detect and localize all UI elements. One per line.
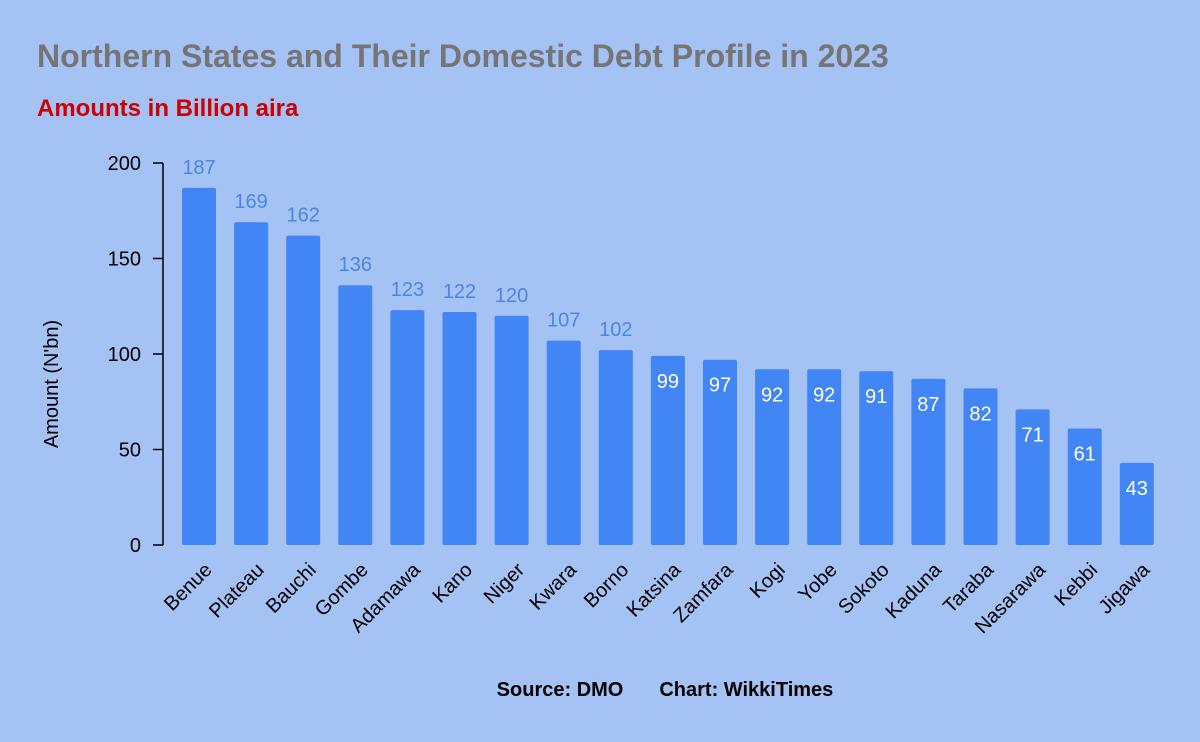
bar-niger: [494, 315, 529, 545]
y-axis-title: Amount (N'bn): [41, 320, 63, 448]
chart-title: Northern States and Their Domestic Debt …: [37, 38, 889, 74]
bar-kaduna: [911, 378, 946, 545]
data-label: 61: [1074, 443, 1096, 465]
x-axis-tick-label: Kano: [428, 559, 477, 608]
x-axis-tick-label: Yobe: [794, 559, 841, 606]
y-axis-tick-label: 200: [108, 153, 141, 175]
data-label: 82: [969, 403, 991, 425]
bar-bauchi: [286, 235, 321, 545]
data-label: 122: [443, 281, 476, 303]
data-label: 71: [1021, 424, 1043, 446]
bar-taraba: [963, 388, 998, 545]
data-label: 91: [865, 386, 887, 408]
bar-benue: [182, 187, 216, 545]
y-axis-tick-label: 150: [108, 249, 141, 271]
data-label: 120: [495, 285, 528, 307]
x-axis-tick-label: Kwara: [526, 558, 582, 614]
data-label: 169: [234, 191, 267, 213]
source-text: Source: DMO: [496, 679, 624, 701]
data-label: 107: [547, 310, 580, 332]
x-axis-tick-label: Plateau: [205, 559, 269, 623]
bar-jigawa: [1119, 462, 1154, 545]
y-axis-tick-label: 100: [108, 344, 141, 366]
x-axis-tick-label: Kogi: [746, 559, 790, 603]
x-axis-tick-label: Zamfara: [669, 558, 738, 627]
source-line: Source: DMO Chart: WikkiTimes: [0, 679, 1200, 702]
bar-sokoto: [859, 371, 894, 545]
y-axis: 0 50 100 150 200 Amount (N'bn): [41, 153, 164, 557]
data-label: 123: [391, 279, 424, 301]
bar-kwara: [546, 340, 581, 545]
bar-adamawa: [390, 310, 425, 545]
data-label: 92: [813, 384, 835, 406]
bar-katsina: [650, 355, 685, 545]
bars: [182, 187, 1154, 545]
x-axis-tick-label: Kaduna: [882, 558, 947, 623]
x-axis-tick-label: Niger: [480, 559, 530, 609]
x-axis-tick-label: Jigawa: [1095, 558, 1155, 618]
bar-nasarawa: [1015, 409, 1050, 545]
x-axis-tick-label: Bauchi: [262, 559, 321, 618]
bar-gombe: [338, 285, 373, 545]
bar-borno: [598, 350, 633, 545]
bar-zamfara: [703, 359, 737, 545]
data-label: 136: [339, 254, 372, 276]
data-label: 102: [599, 319, 632, 341]
data-labels: 187 169 162 136 123 122 120 107 102 99 97 92 92 91 87 8…: [182, 157, 1148, 500]
y-axis-tick-label: 0: [130, 535, 141, 557]
data-label: 187: [182, 157, 215, 179]
data-label: 99: [657, 371, 679, 393]
bar-plateau: [234, 222, 269, 545]
data-label: 87: [917, 394, 939, 416]
y-axis-tick-label: 50: [119, 440, 141, 462]
data-label: 43: [1126, 478, 1148, 500]
bar-kebbi: [1067, 428, 1102, 545]
data-label: 97: [709, 375, 731, 397]
bar-kogi: [755, 369, 790, 545]
data-label: 162: [287, 205, 320, 227]
data-label: 92: [761, 384, 783, 406]
bar-kano: [442, 311, 477, 545]
chart-credit-text: Chart: WikkiTimes: [659, 679, 834, 701]
bar-yobe: [807, 369, 842, 545]
chart-subtitle: Amounts in Billion aira: [37, 95, 299, 122]
